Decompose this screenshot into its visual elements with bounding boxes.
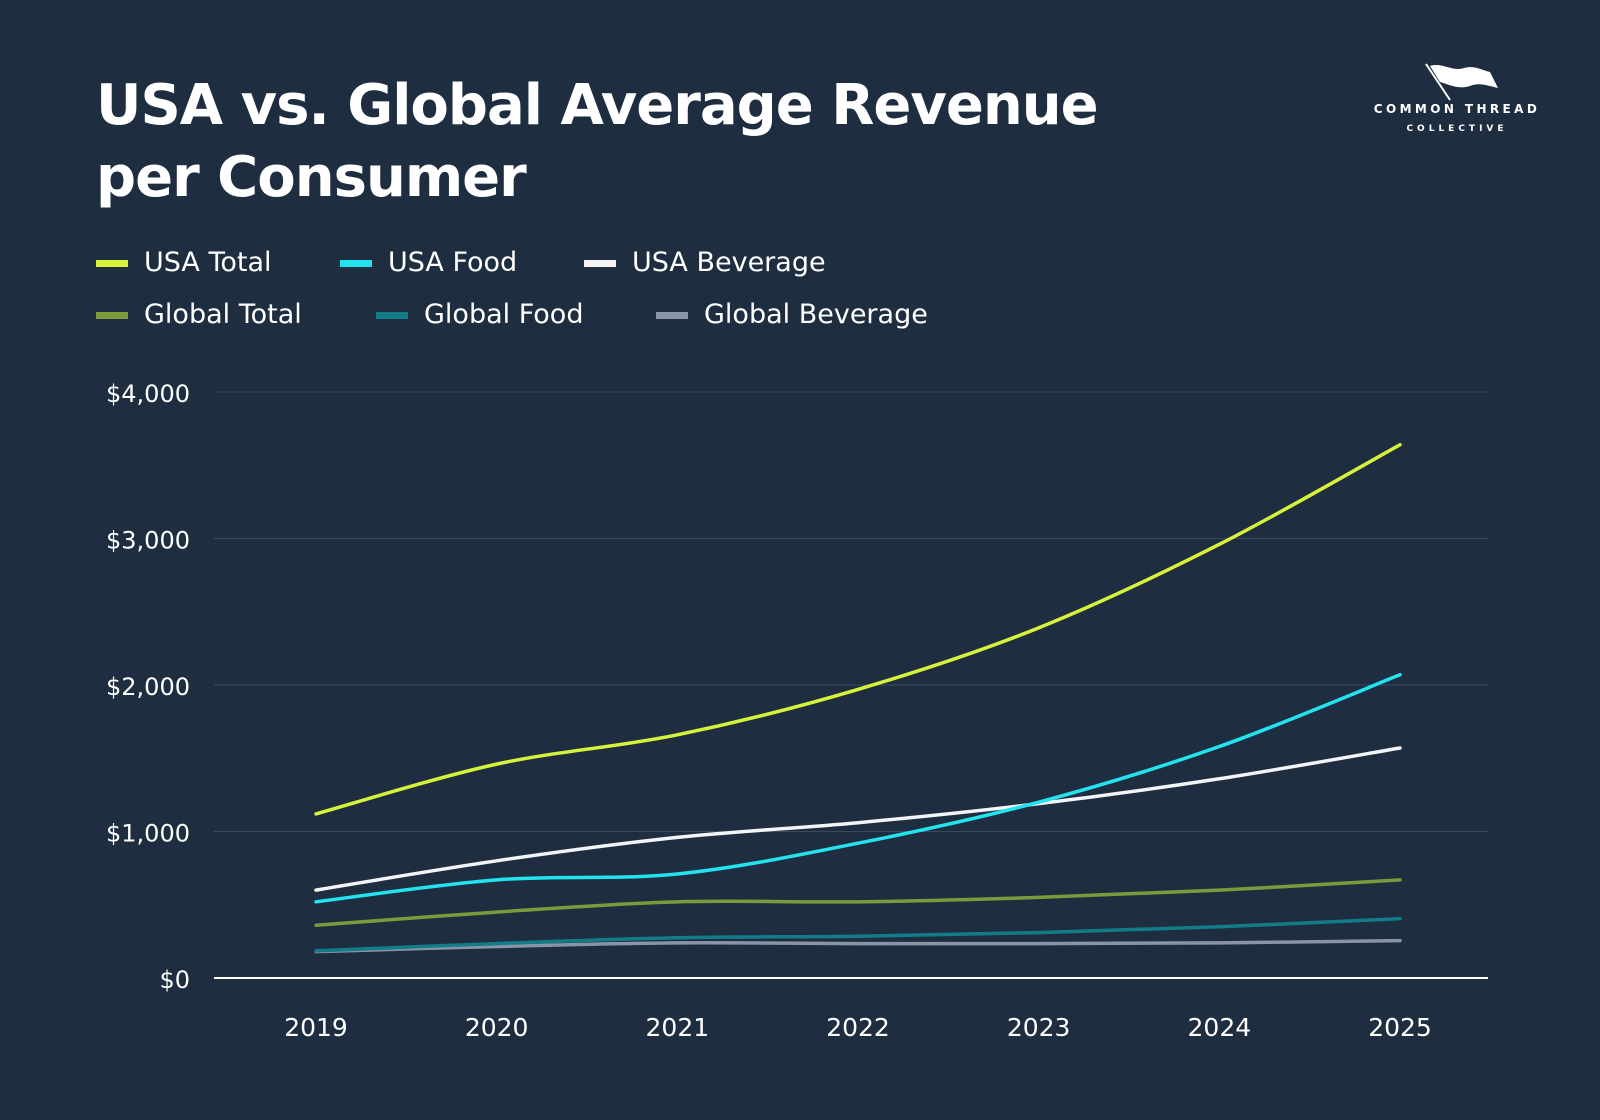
y-tick-label: $1,000 — [106, 820, 190, 848]
common-thread-logo: COMMON THREAD COLLECTIVE — [1372, 62, 1542, 140]
legend-swatch-global-beverage — [656, 311, 688, 319]
series-line-global-food — [314, 916, 1402, 953]
x-tick-label: 2019 — [284, 1013, 348, 1042]
legend-item-usa-total: USA Total — [96, 246, 272, 280]
x-tick-label: 2024 — [1188, 1013, 1252, 1042]
chart-legend: USA Total USA Food USA Beverage Global T… — [96, 240, 1096, 340]
logo-wordmark: COMMON THREAD — [1373, 102, 1541, 116]
x-tick-label: 2025 — [1368, 1013, 1432, 1042]
legend-label-global-food: Global Food — [424, 299, 584, 330]
flag-icon — [1425, 63, 1498, 101]
legend-swatch-usa-food — [340, 259, 372, 267]
x-tick-label: 2021 — [646, 1013, 710, 1042]
series-line-usa-total — [314, 442, 1402, 816]
y-tick-label: $4,000 — [106, 380, 190, 408]
legend-label-global-total: Global Total — [144, 299, 302, 330]
legend-swatch-global-food — [376, 311, 408, 319]
legend-item-usa-food: USA Food — [340, 246, 517, 280]
legend-item-usa-beverage: USA Beverage — [584, 246, 826, 280]
series-line-global-total — [314, 878, 1402, 928]
series-line-usa-beverage — [314, 746, 1402, 892]
y-tick-label: $0 — [159, 966, 190, 994]
x-tick-label: 2023 — [1007, 1013, 1071, 1042]
legend-label-usa-total: USA Total — [144, 247, 272, 278]
legend-item-global-food: Global Food — [376, 298, 583, 332]
legend-item-global-beverage: Global Beverage — [656, 298, 928, 332]
y-tick-label: $2,000 — [106, 673, 190, 701]
legend-label-usa-beverage: USA Beverage — [632, 247, 826, 278]
series-line-usa-food — [314, 672, 1402, 904]
legend-swatch-usa-total — [96, 259, 128, 267]
legend-label-global-beverage: Global Beverage — [704, 299, 928, 330]
x-tick-label: 2020 — [465, 1013, 529, 1042]
legend-item-global-total: Global Total — [96, 298, 302, 332]
series-line-global-beverage — [314, 938, 1402, 954]
chart-title: USA vs. Global Average Revenue per Consu… — [96, 70, 1196, 214]
y-tick-label: $3,000 — [106, 527, 190, 555]
x-tick-label: 2022 — [826, 1013, 890, 1042]
chart-title-line-2: per Consumer — [96, 145, 527, 210]
legend-label-usa-food: USA Food — [388, 247, 518, 278]
chart-title-line-1: USA vs. Global Average Revenue — [96, 73, 1099, 138]
logo-subtitle: COLLECTIVE — [1406, 124, 1508, 134]
legend-swatch-usa-beverage — [584, 259, 616, 267]
legend-swatch-global-total — [96, 311, 128, 319]
